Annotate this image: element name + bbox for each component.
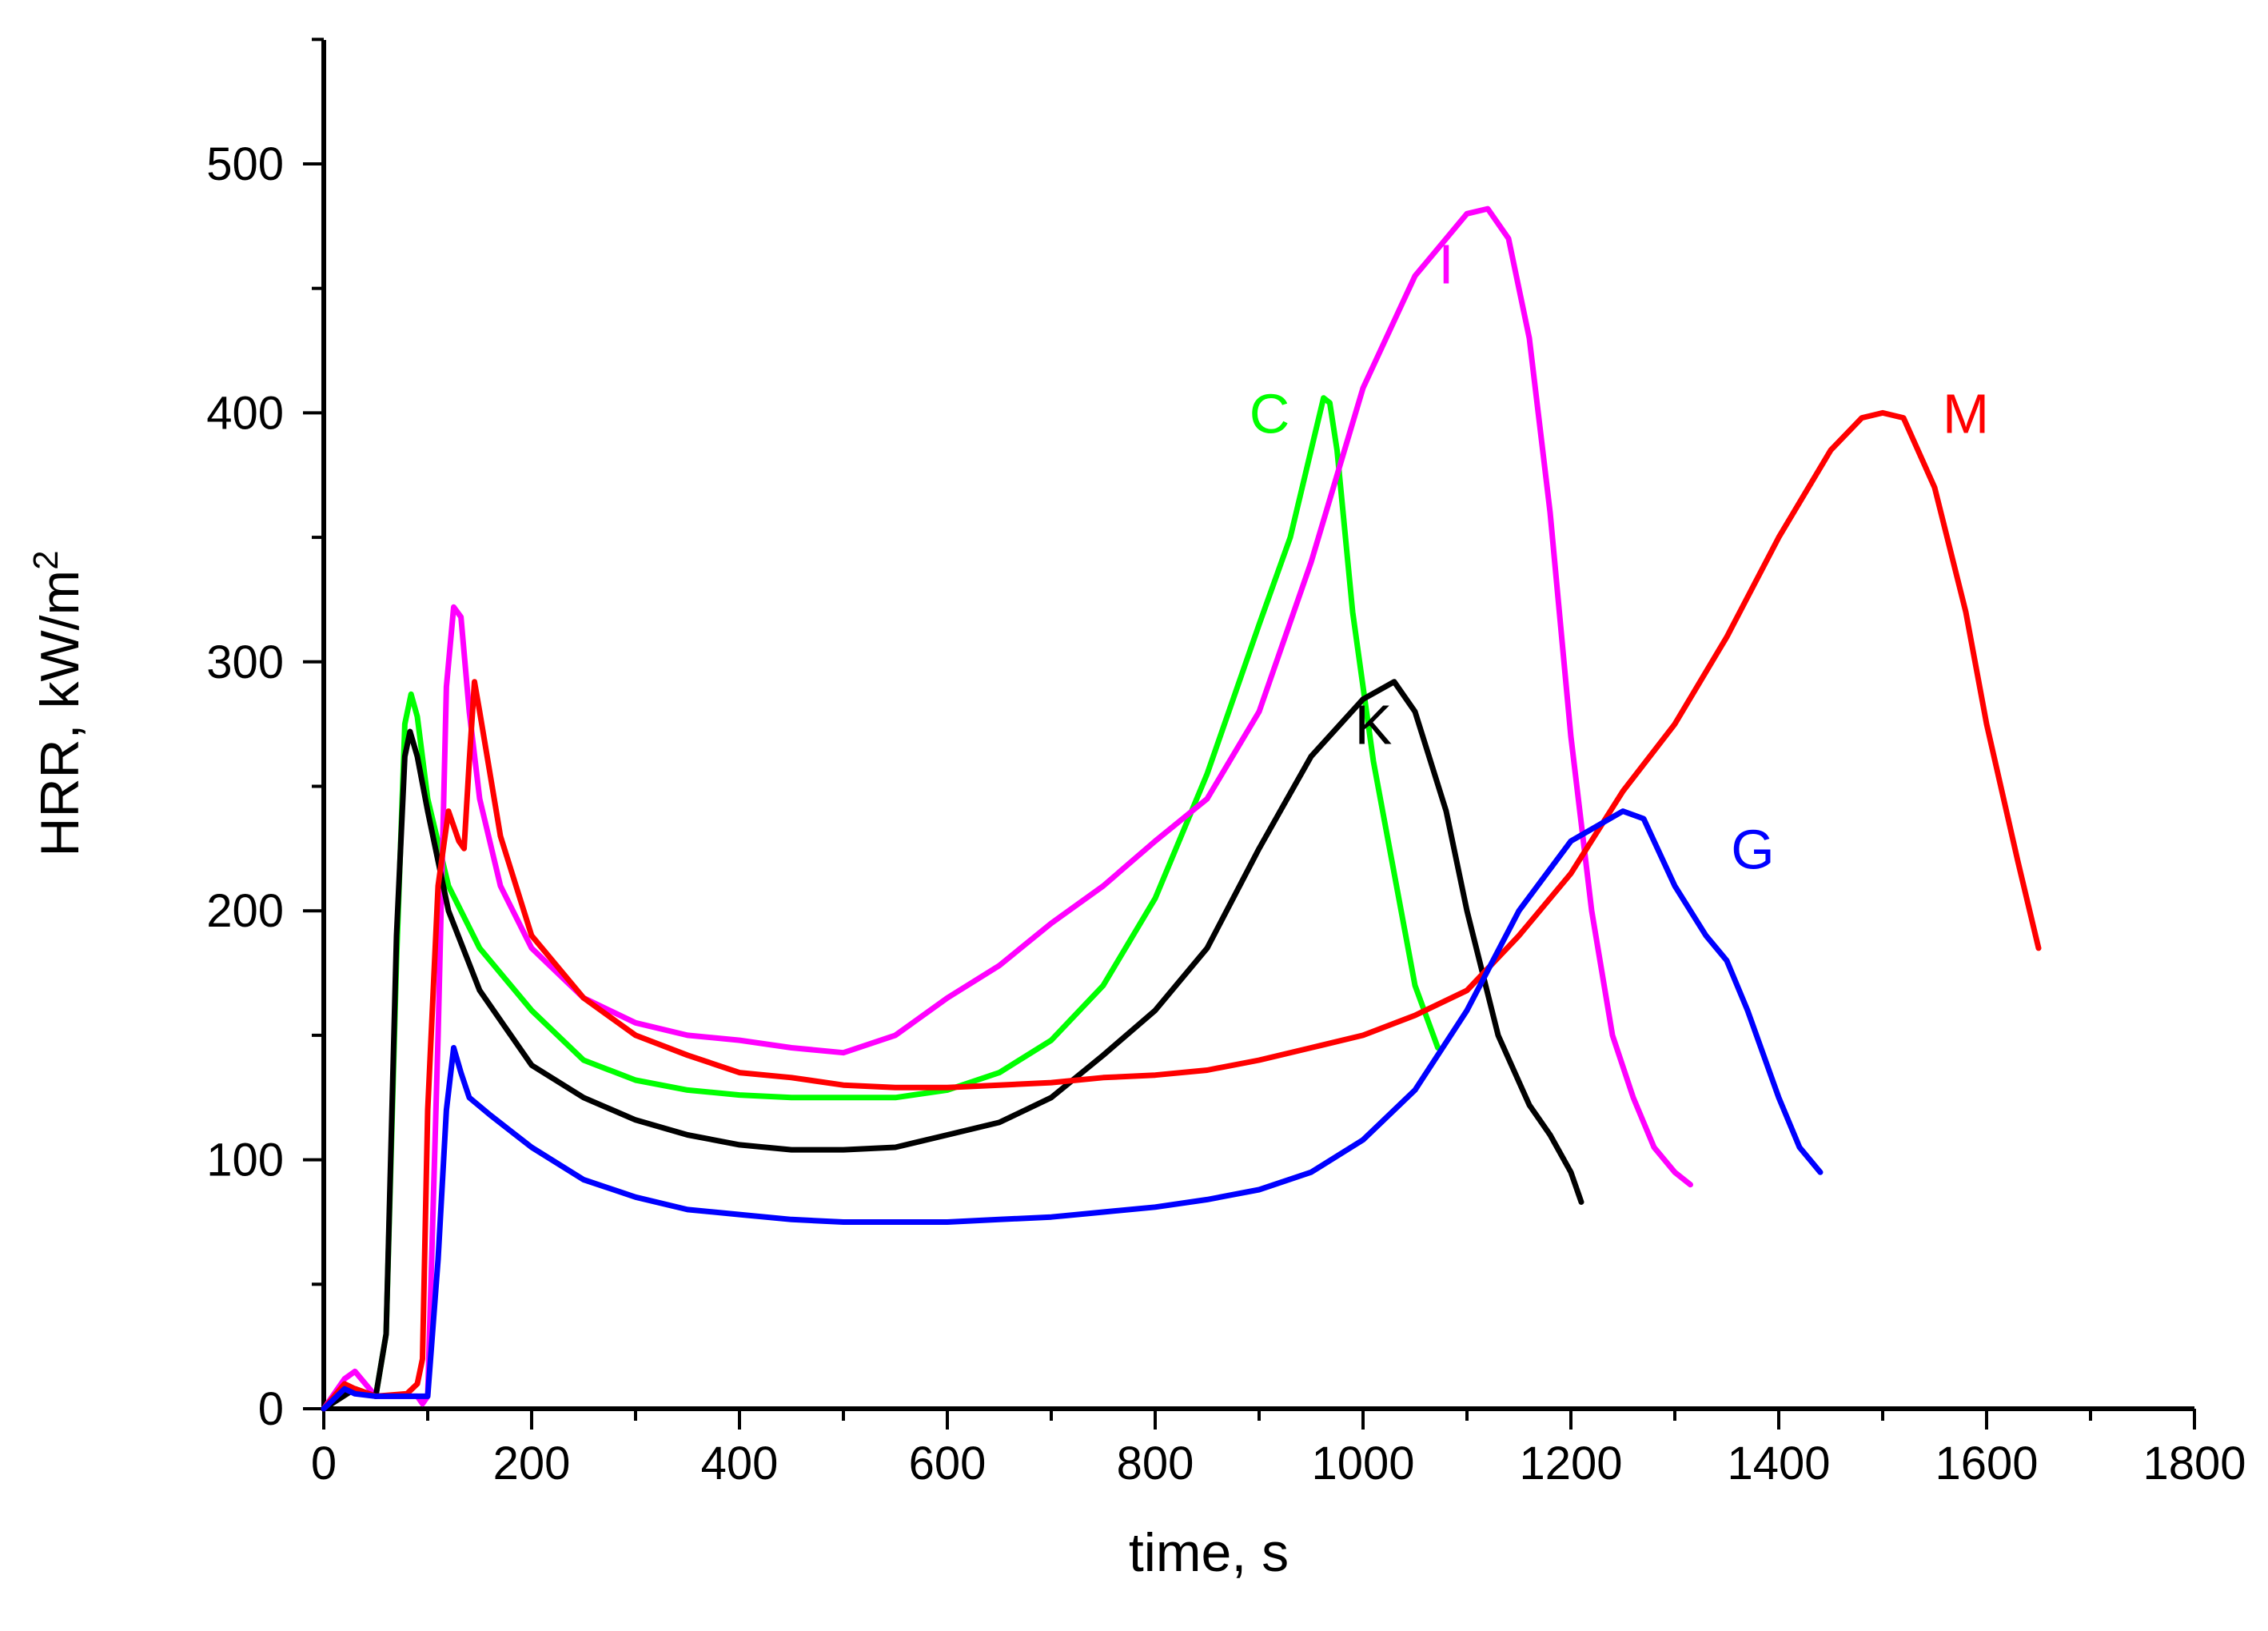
- series-label-M: M: [1943, 382, 1989, 445]
- y-tick-label: 0: [258, 1383, 284, 1435]
- series-line-I: [321, 205, 1693, 1412]
- y-tick-label: 100: [206, 1135, 284, 1186]
- series-line-K: [321, 679, 1584, 1412]
- series-lines: [321, 205, 2042, 1412]
- x-tick-label: 600: [909, 1438, 987, 1489]
- y-axis-ticks: 0 100 200 300 400 500: [206, 38, 324, 1435]
- x-tick-label: 1200: [1519, 1438, 1622, 1489]
- x-tick-label: 800: [1117, 1438, 1194, 1489]
- x-tick-label: 0: [311, 1438, 337, 1489]
- series-label-G: G: [1731, 818, 1774, 880]
- series-line-M: [321, 409, 2042, 1412]
- series-label-K: K: [1355, 694, 1393, 756]
- series-labels: C I K M G: [1250, 233, 1989, 881]
- x-axis-ticks: 0 200 400 600 800 1000 1200 1400 1600 1800: [311, 1409, 2246, 1489]
- series-line-G: [321, 808, 1824, 1412]
- y-tick-label: 500: [206, 138, 284, 190]
- y-tick-label: 300: [206, 636, 284, 688]
- x-tick-label: 400: [701, 1438, 779, 1489]
- x-tick-label: 1800: [2142, 1438, 2246, 1489]
- y-tick-label: 400: [206, 387, 284, 439]
- x-axis-title: time, s: [1129, 1522, 1289, 1583]
- series-label-C: C: [1250, 382, 1290, 445]
- x-tick-label: 200: [493, 1438, 571, 1489]
- y-axis-title-superscript: 2: [26, 550, 66, 569]
- x-tick-label: 1000: [1311, 1438, 1414, 1489]
- series-label-I: I: [1438, 233, 1453, 296]
- plot-area: 0 200 400 600 800 1000 1200 1400 1600 1800 0 100 20…: [206, 38, 2246, 1489]
- y-axis-title-main: HRR, kW/m: [30, 570, 90, 857]
- y-axis-title: HRR, kW/m2: [26, 550, 90, 856]
- x-tick-label: 1600: [1935, 1438, 2038, 1489]
- series-line-C: [321, 395, 1441, 1412]
- x-tick-label: 1400: [1727, 1438, 1830, 1489]
- y-tick-label: 200: [206, 885, 284, 937]
